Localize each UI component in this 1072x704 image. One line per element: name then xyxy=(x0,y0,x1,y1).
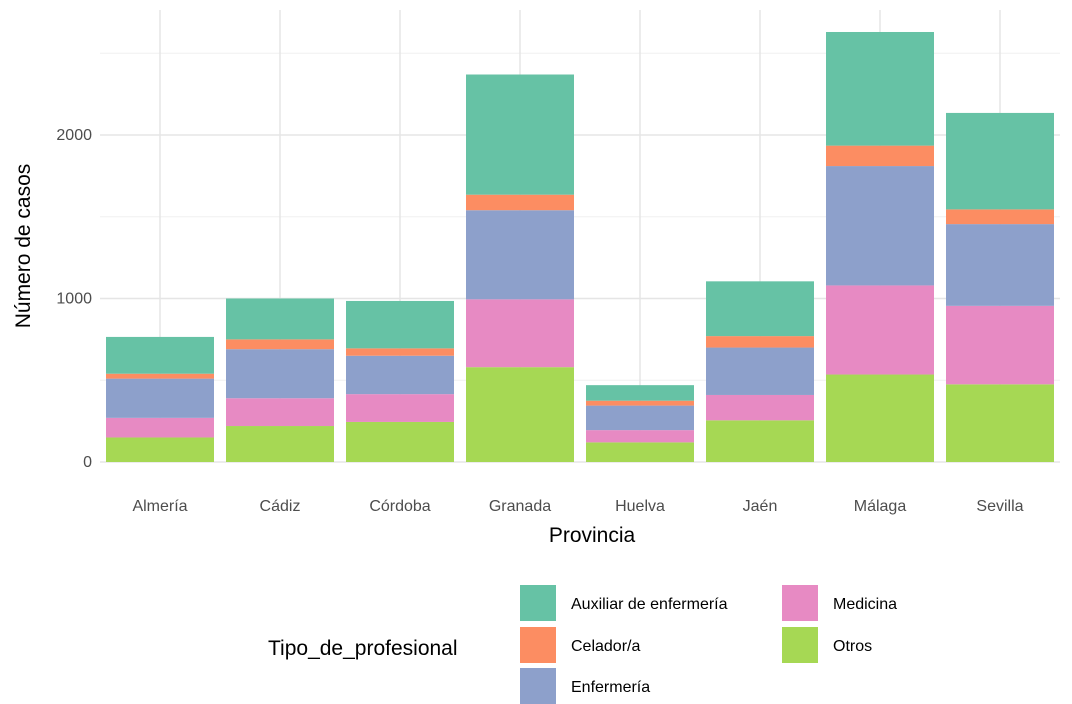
bar-medicina-2 xyxy=(346,394,454,422)
bar-otros-0 xyxy=(106,437,214,462)
bar-auxiliar-de-enfermer-a-7 xyxy=(946,112,1054,210)
x-tick-label: Córdoba xyxy=(369,498,430,515)
bars xyxy=(106,31,1054,462)
x-tick-labels: Almería Cádiz Córdoba Granada Huelva Jaén Mála… xyxy=(132,498,1023,515)
bar-enfermer-a-5 xyxy=(706,347,814,395)
bar-auxiliar-de-enfermer-a-6 xyxy=(826,31,934,146)
bar-celador-a-3 xyxy=(466,194,574,211)
bar-celador-a-1 xyxy=(226,339,334,350)
bar-enfermer-a-1 xyxy=(226,349,334,399)
bar-medicina-7 xyxy=(946,305,1054,385)
bar-otros-7 xyxy=(946,384,1054,462)
legend-label: Celador/a xyxy=(571,638,640,655)
x-tick-label: Sevilla xyxy=(976,498,1023,515)
legend-label: Auxiliar de enfermería xyxy=(571,596,728,613)
bar-medicina-0 xyxy=(106,417,214,438)
bar-celador-a-7 xyxy=(946,209,1054,225)
bar-auxiliar-de-enfermer-a-5 xyxy=(706,281,814,337)
x-tick-label: Málaga xyxy=(854,498,907,515)
legend-label: Otros xyxy=(833,638,872,655)
bar-celador-a-5 xyxy=(706,336,814,348)
bar-otros-2 xyxy=(346,421,454,462)
bar-celador-a-2 xyxy=(346,348,454,356)
y-tick-labels: 0 1000 2000 xyxy=(56,127,92,471)
bar-auxiliar-de-enfermer-a-4 xyxy=(586,385,694,401)
bar-medicina-6 xyxy=(826,285,934,375)
bar-celador-a-0 xyxy=(106,373,214,379)
bar-otros-1 xyxy=(226,426,334,462)
legend-key xyxy=(782,585,818,621)
x-tick-label: Almería xyxy=(132,498,187,515)
legend-label: Enfermería xyxy=(571,679,650,696)
y-tick-label: 1000 xyxy=(56,291,92,308)
legend-key xyxy=(520,627,556,663)
legend: Tipo_de_profesional Auxiliar de enfermer… xyxy=(268,585,897,704)
legend-key xyxy=(520,668,556,704)
legend-key xyxy=(782,627,818,663)
x-tick-label: Huelva xyxy=(615,498,665,515)
bar-medicina-3 xyxy=(466,299,574,368)
bar-auxiliar-de-enfermer-a-1 xyxy=(226,298,334,340)
bar-celador-a-4 xyxy=(586,400,694,406)
bar-auxiliar-de-enfermer-a-3 xyxy=(466,74,574,195)
legend-title: Tipo_de_profesional xyxy=(268,637,458,660)
x-tick-label: Jaén xyxy=(743,498,778,515)
bar-enfermer-a-0 xyxy=(106,378,214,418)
x-tick-label: Cádiz xyxy=(260,498,301,515)
bar-otros-6 xyxy=(826,374,934,462)
bar-enfermer-a-3 xyxy=(466,210,574,300)
bar-auxiliar-de-enfermer-a-0 xyxy=(106,336,214,374)
y-tick-label: 0 xyxy=(83,454,92,471)
bar-celador-a-6 xyxy=(826,145,934,167)
bar-otros-3 xyxy=(466,367,574,462)
bar-medicina-4 xyxy=(586,430,694,443)
bar-enfermer-a-6 xyxy=(826,166,934,286)
bar-enfermer-a-4 xyxy=(586,405,694,431)
x-tick-label: Granada xyxy=(489,498,551,515)
bar-auxiliar-de-enfermer-a-2 xyxy=(346,300,454,349)
bar-medicina-1 xyxy=(226,398,334,427)
bar-enfermer-a-7 xyxy=(946,224,1054,306)
legend-key xyxy=(520,585,556,621)
bar-otros-5 xyxy=(706,420,814,462)
bar-medicina-5 xyxy=(706,394,814,421)
bar-otros-4 xyxy=(586,442,694,462)
y-axis-title: Número de casos xyxy=(12,164,35,329)
x-axis-title: Provincia xyxy=(549,524,636,547)
legend-label: Medicina xyxy=(833,596,897,613)
bar-enfermer-a-2 xyxy=(346,355,454,395)
y-tick-label: 2000 xyxy=(56,127,92,144)
